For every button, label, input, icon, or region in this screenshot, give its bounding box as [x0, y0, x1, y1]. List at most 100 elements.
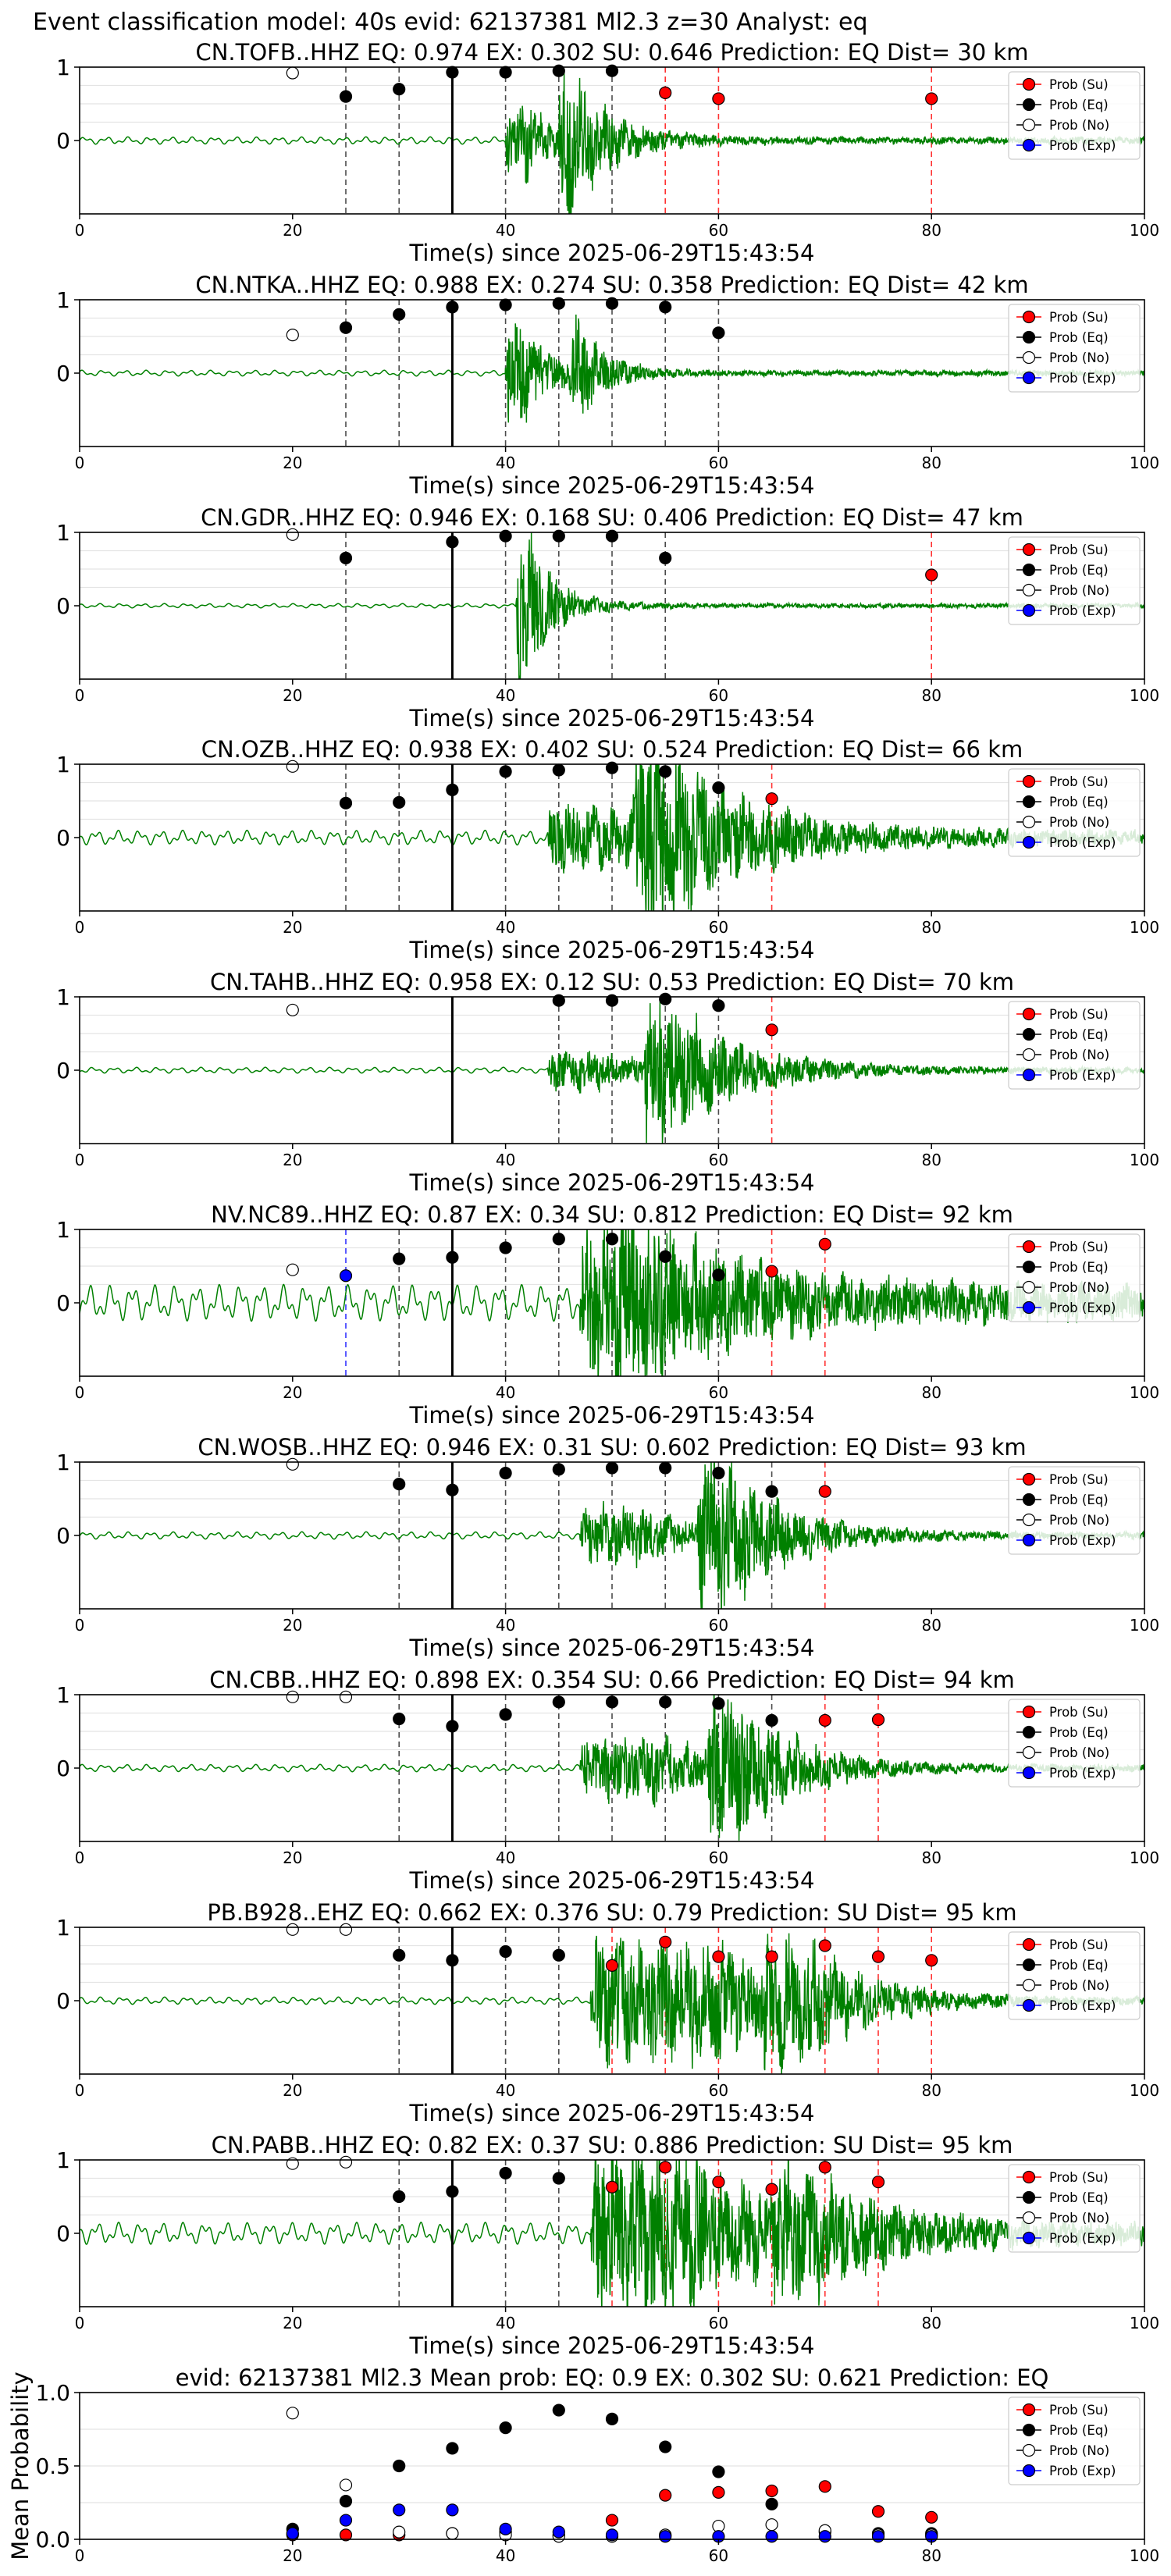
- legend-marker-exp: [1022, 835, 1036, 849]
- eq-prob-point: [605, 994, 619, 1007]
- eq-prob-point: [605, 297, 619, 310]
- x-tick-label: 80: [921, 454, 941, 472]
- x-tick-label: 100: [1130, 2081, 1159, 2100]
- eq-prob-point: [339, 551, 353, 565]
- x-tick-label: 40: [496, 918, 515, 937]
- panel-title: CN.PABB..HHZ EQ: 0.82 EX: 0.37 SU: 0.886…: [212, 2132, 1013, 2158]
- su-prob-point: [765, 2183, 778, 2196]
- x-tick-label: 40: [496, 2314, 515, 2332]
- y-tick-label: 1.0: [35, 2380, 70, 2406]
- legend-box: [1008, 1001, 1141, 1090]
- eq-prob-point: [712, 999, 725, 1012]
- no-prob-point: [286, 1923, 299, 1936]
- y-tick-label: 0: [56, 128, 70, 154]
- eq-prob-point: [659, 1250, 672, 1263]
- eq-prob-point: [605, 1461, 619, 1475]
- legend-label: Prob (No): [1049, 815, 1109, 830]
- eq-prob-point: [765, 2497, 778, 2510]
- su-prob-point: [818, 2480, 831, 2493]
- su-prob-point: [818, 1939, 831, 1952]
- y-tick-label: 0: [56, 593, 70, 619]
- eq-prob-point: [552, 1948, 565, 1962]
- y-tick-label: 0: [56, 1756, 70, 1781]
- no-prob-point: [339, 2478, 353, 2492]
- x-tick-label: 60: [709, 1616, 728, 1635]
- waveform-trace: [80, 315, 1144, 423]
- x-tick-label: 40: [496, 221, 515, 240]
- eq-prob-point: [765, 1485, 778, 1498]
- y-tick-label: 1: [56, 984, 70, 1010]
- legend-marker-su: [1022, 543, 1036, 557]
- legend-box: [1008, 1233, 1141, 1322]
- eq-prob-point: [499, 298, 512, 311]
- legend-marker-su: [1022, 310, 1036, 324]
- su-prob-point: [871, 1950, 885, 1963]
- legend-marker-eq: [1022, 98, 1036, 112]
- legend: Prob (Su) Prob (Eq) Prob (No) Prob (Exp): [1008, 1699, 1141, 1788]
- x-tick-label: 60: [709, 221, 728, 240]
- plot-area: [80, 67, 1144, 214]
- x-tick-label: 20: [283, 1848, 302, 1867]
- legend-marker-no: [1022, 2443, 1036, 2457]
- eq-prob-point: [499, 1241, 512, 1254]
- eq-prob-point: [446, 66, 459, 79]
- x-tick-label: 80: [921, 686, 941, 705]
- plot-area: [80, 532, 1144, 679]
- legend-marker-exp: [1022, 138, 1036, 152]
- x-tick-label: 20: [283, 1383, 302, 1402]
- legend-box: [1008, 1699, 1141, 1788]
- eq-prob-point: [393, 1252, 406, 1265]
- no-prob-point: [765, 2518, 778, 2532]
- waveform-trace: [80, 2160, 1144, 2307]
- eq-prob-point: [605, 2412, 619, 2425]
- y-tick-label: 0.0: [35, 2527, 70, 2553]
- no-prob-point: [446, 2527, 459, 2540]
- no-prob-point: [286, 2407, 299, 2420]
- y-tick-label: 0: [56, 1988, 70, 2014]
- chart-panel-10: CN.PABB..HHZ EQ: 0.82 EX: 0.37 SU: 0.886…: [56, 2132, 1159, 2359]
- x-tick-label: 60: [709, 1383, 728, 1402]
- eq-prob-point: [552, 2403, 565, 2417]
- eq-prob-point: [552, 1695, 565, 1709]
- legend-box: [1008, 2164, 1141, 2253]
- y-tick-label: 1: [56, 1682, 70, 1708]
- legend-label: Prob (Eq): [1049, 795, 1109, 809]
- x-tick-label: 80: [921, 2546, 941, 2565]
- eq-prob-point: [712, 781, 725, 795]
- exp-prob-point: [286, 2527, 299, 2540]
- x-tick-label: 100: [1130, 1151, 1159, 1169]
- y-tick-label: 0: [56, 1290, 70, 1316]
- legend-marker-eq: [1022, 1260, 1036, 1274]
- x-axis-label: Time(s) since 2025-06-29T15:43:54: [409, 705, 815, 731]
- eq-prob-point: [393, 83, 406, 96]
- legend-marker-eq: [1022, 2423, 1036, 2437]
- eq-prob-point: [605, 1233, 619, 1246]
- legend-label: Prob (Eq): [1049, 2190, 1109, 2205]
- x-tick-label: 60: [709, 1151, 728, 1169]
- legend-label: Prob (Eq): [1049, 1725, 1109, 1740]
- legend-marker-exp: [1022, 1766, 1036, 1780]
- no-prob-point: [286, 1457, 299, 1471]
- x-axis-label: Time(s) since 2025-06-29T15:43:54: [409, 240, 815, 266]
- eq-prob-point: [499, 66, 512, 79]
- y-tick-label: 0: [56, 2221, 70, 2247]
- waveform-trace: [80, 73, 1144, 214]
- x-tick-label: 80: [921, 221, 941, 240]
- eq-prob-point: [552, 763, 565, 777]
- exp-prob-point: [339, 2514, 353, 2527]
- su-prob-point: [925, 2510, 938, 2524]
- chart-panel-3: CN.GDR..HHZ EQ: 0.946 EX: 0.168 SU: 0.40…: [56, 504, 1159, 731]
- exp-prob-point: [339, 1269, 353, 1283]
- legend-label: Prob (Exp): [1049, 2464, 1116, 2478]
- eq-prob-point: [446, 1720, 459, 1733]
- eq-prob-point: [659, 992, 672, 1005]
- su-prob-point: [871, 2176, 885, 2189]
- eq-prob-point: [552, 64, 565, 77]
- legend-marker-exp: [1022, 603, 1036, 617]
- panel-title: CN.OZB..HHZ EQ: 0.938 EX: 0.402 SU: 0.52…: [201, 736, 1023, 763]
- eq-prob-point: [446, 2185, 459, 2198]
- legend-marker-no: [1022, 1048, 1036, 1062]
- eq-prob-point: [446, 2442, 459, 2455]
- eq-prob-point: [712, 2465, 725, 2478]
- legend-marker-exp: [1022, 1533, 1036, 1547]
